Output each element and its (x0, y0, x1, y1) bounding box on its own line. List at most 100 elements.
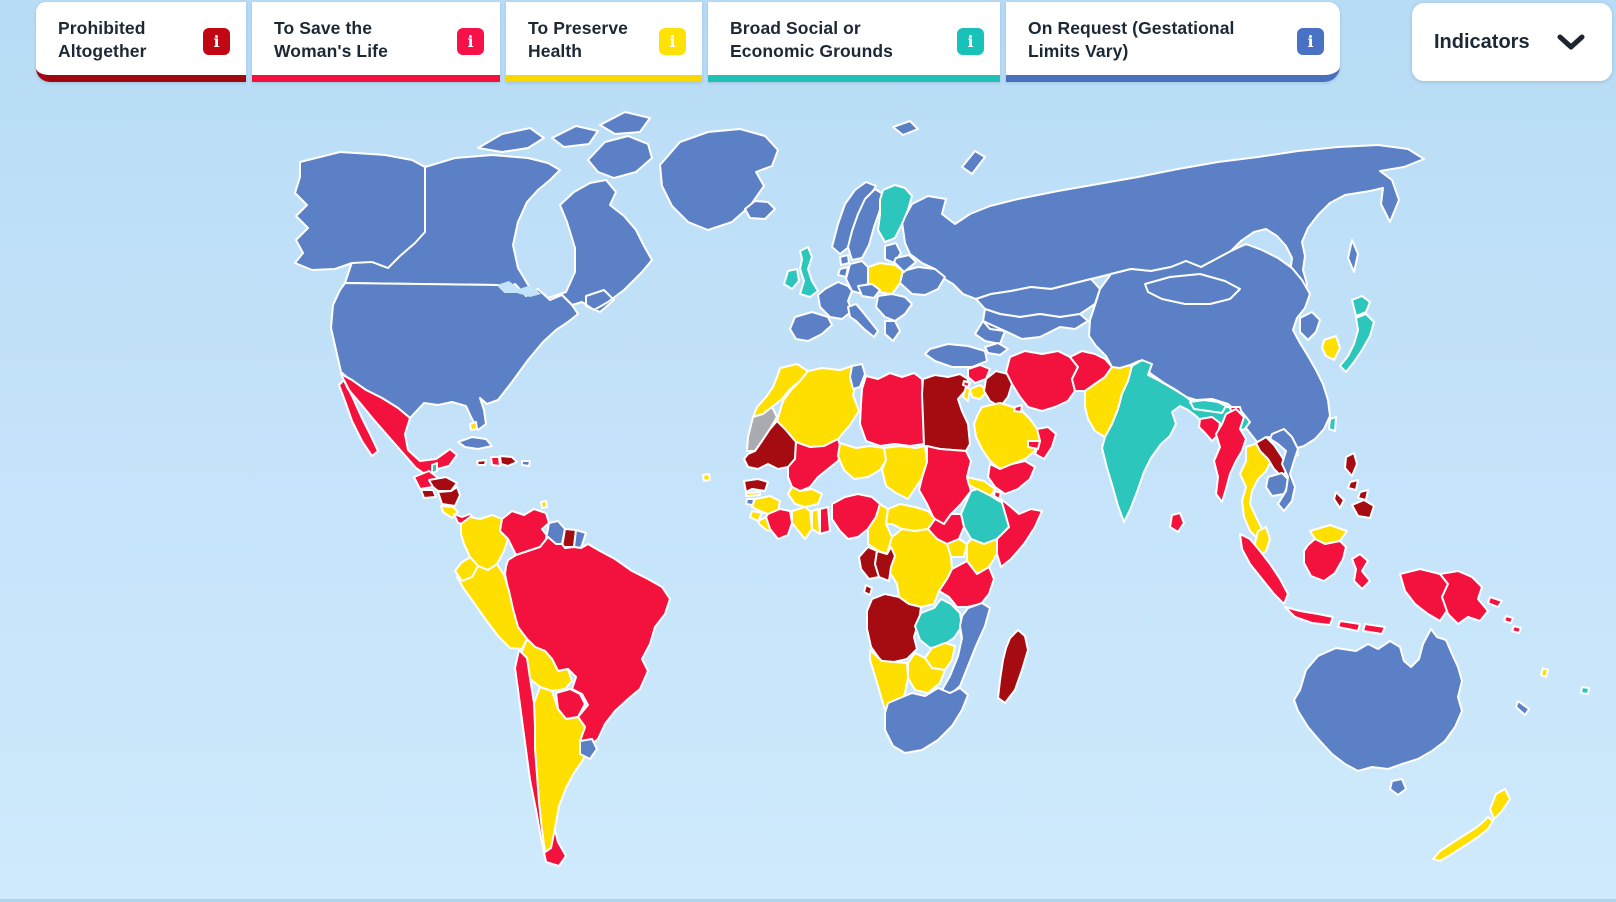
info-icon[interactable]: i (957, 28, 984, 55)
country-mongolia[interactable]: Mongolia (1144, 273, 1241, 305)
country-chad[interactable]: Chad (881, 445, 928, 500)
indicators-dropdown[interactable]: Indicators (1412, 3, 1612, 81)
country-mali[interactable]: Mali (787, 438, 843, 492)
country-trinidad_tobago[interactable]: Trinidad and Tobago (540, 500, 548, 509)
country-dominican_republic[interactable]: Dominican Republic (499, 455, 518, 467)
country-philippines[interactable]: Philippines (1333, 452, 1375, 519)
country-kuwait[interactable]: Kuwait (1013, 404, 1023, 413)
country-togo[interactable]: Togo (811, 508, 821, 535)
country-finland[interactable]: Finland (877, 184, 913, 243)
country-central_asia[interactable]: Central Asia (974, 308, 1089, 345)
country-ghana[interactable]: Ghana (791, 506, 813, 540)
country-belize[interactable]: Belize (431, 462, 438, 474)
country-iran[interactable]: Iran (1005, 350, 1079, 412)
country-ireland[interactable]: Ireland (783, 268, 800, 290)
country-vietnam[interactable]: Vietnam (1269, 428, 1299, 512)
country-fiji[interactable]: Fiji (1580, 686, 1590, 695)
country-solomon_islands[interactable]: Solomon Islands (1503, 615, 1522, 634)
country-angola[interactable]: Angola (866, 593, 922, 663)
legend-card-save_life: To Save the Woman's Life i (252, 2, 500, 82)
country-somalia[interactable]: Somalia (996, 498, 1043, 568)
country-algeria[interactable]: Algeria (776, 365, 860, 448)
country-egypt[interactable]: Egypt (921, 373, 971, 452)
country-spain_portugal[interactable]: Spain and Portugal (789, 311, 833, 342)
country-argentina[interactable]: Argentina (533, 686, 589, 853)
country-laos[interactable]: Laos (1255, 436, 1289, 478)
country-cape_verde[interactable]: Cape Verde (702, 473, 711, 482)
country-turkey[interactable]: Turkey (924, 343, 988, 368)
country-vanuatu[interactable]: Vanuatu (1540, 667, 1549, 678)
country-mexico[interactable]: Mexico (338, 373, 458, 478)
page-bottom-divider (0, 899, 1616, 902)
country-djibouti[interactable]: Djibouti (993, 490, 1002, 500)
info-icon[interactable]: i (659, 28, 686, 55)
country-new_caledonia[interactable]: New Caledonia (1515, 700, 1530, 716)
country-madagascar[interactable]: Madagascar (997, 629, 1029, 704)
country-uruguay[interactable]: Uruguay (579, 738, 598, 760)
country-lebanon[interactable]: Lebanon (962, 380, 971, 388)
country-australia[interactable]: Australia (1293, 628, 1463, 796)
info-icon[interactable]: i (457, 28, 484, 55)
country-dr_congo[interactable]: Democratic Republic of the Congo (885, 528, 953, 608)
country-saudi_arabia[interactable]: Saudi Arabia (973, 402, 1043, 470)
country-benelux[interactable]: Benelux (837, 266, 849, 278)
country-papua_new_guinea[interactable]: Papua New Guinea (1439, 570, 1503, 625)
country-congo[interactable]: Congo (863, 546, 896, 596)
country-denmark[interactable]: Denmark (839, 254, 850, 266)
country-tunisia[interactable]: Tunisia (849, 363, 866, 390)
country-south_africa[interactable]: South Africa (884, 687, 969, 754)
country-north_korea[interactable]: North Korea (1299, 311, 1321, 341)
country-jamaica[interactable]: Jamaica (476, 459, 487, 466)
country-libya[interactable]: Libya (859, 372, 925, 447)
country-nicaragua[interactable]: Nicaragua (437, 486, 461, 507)
country-balkans[interactable]: Balkans (875, 293, 913, 322)
country-haiti[interactable]: Haiti (490, 456, 501, 467)
country-france[interactable]: France (817, 281, 853, 320)
country-caucasus[interactable]: Caucasus (984, 342, 1009, 356)
info-icon[interactable]: i (203, 28, 230, 55)
country-sri_lanka[interactable]: Sri Lanka (1169, 512, 1185, 533)
country-nepal[interactable]: Nepal (1189, 399, 1227, 414)
indicators-label: Indicators (1434, 30, 1530, 53)
country-peru[interactable]: Peru (456, 563, 528, 650)
country-taiwan[interactable]: Taiwan (1328, 416, 1337, 432)
country-puerto_rico[interactable]: Puerto Rico (521, 460, 531, 467)
country-el_salvador[interactable]: El Salvador (420, 489, 437, 499)
country-iraq[interactable]: Iraq (983, 370, 1013, 408)
country-benin[interactable]: Benin (819, 506, 831, 535)
country-venezuela[interactable]: Venezuela (499, 508, 550, 556)
country-greenland[interactable]: Greenland (659, 128, 779, 231)
country-central_african_republic[interactable]: Central African Republic (885, 503, 936, 532)
country-israel[interactable]: Israel (962, 386, 971, 402)
country-ivory_coast[interactable]: Cote d'Ivoire (765, 508, 793, 540)
country-japan[interactable]: Japan (1339, 295, 1375, 373)
country-indonesia[interactable]: Indonesia (1239, 533, 1449, 635)
country-canada[interactable]: Canada (344, 111, 653, 313)
country-italy[interactable]: Italy (847, 303, 879, 338)
country-south_korea[interactable]: South Korea (1321, 335, 1341, 361)
legend-card-label: To Preserve Health (528, 18, 628, 62)
country-senegal[interactable]: Senegal (743, 478, 769, 493)
country-bangladesh[interactable]: Bangladesh (1198, 416, 1221, 442)
country-new_zealand[interactable]: New Zealand (1432, 788, 1511, 862)
country-burkina_faso[interactable]: Burkina Faso (787, 486, 823, 508)
legend-card-prohibited: Prohibited Altogether i (36, 2, 246, 82)
country-zambia[interactable]: Zambia (914, 598, 963, 649)
country-gambia[interactable]: Gambia (745, 491, 761, 497)
country-colombia[interactable]: Colombia (460, 514, 509, 571)
country-ukraine[interactable]: Ukraine (899, 266, 946, 296)
country-niger[interactable]: Niger (837, 442, 887, 480)
country-bahamas[interactable]: Bahamas (469, 421, 478, 431)
country-central_europe[interactable]: Central Europe (857, 283, 881, 299)
country-uae[interactable]: United Arab Emirates (1027, 440, 1041, 450)
info-icon[interactable]: i (1297, 28, 1324, 55)
country-cuba[interactable]: Cuba (457, 436, 493, 450)
country-myanmar[interactable]: Myanmar (1213, 408, 1247, 503)
country-iceland[interactable]: Iceland (744, 200, 776, 220)
country-belarus[interactable]: Belarus (893, 254, 917, 273)
country-yemen[interactable]: Yemen (987, 460, 1036, 495)
legend-card-label: On Request (Gestational Limits Vary) (1028, 18, 1235, 62)
country-uk[interactable]: United Kingdom (799, 246, 819, 298)
country-greece[interactable]: Greece (884, 320, 901, 342)
